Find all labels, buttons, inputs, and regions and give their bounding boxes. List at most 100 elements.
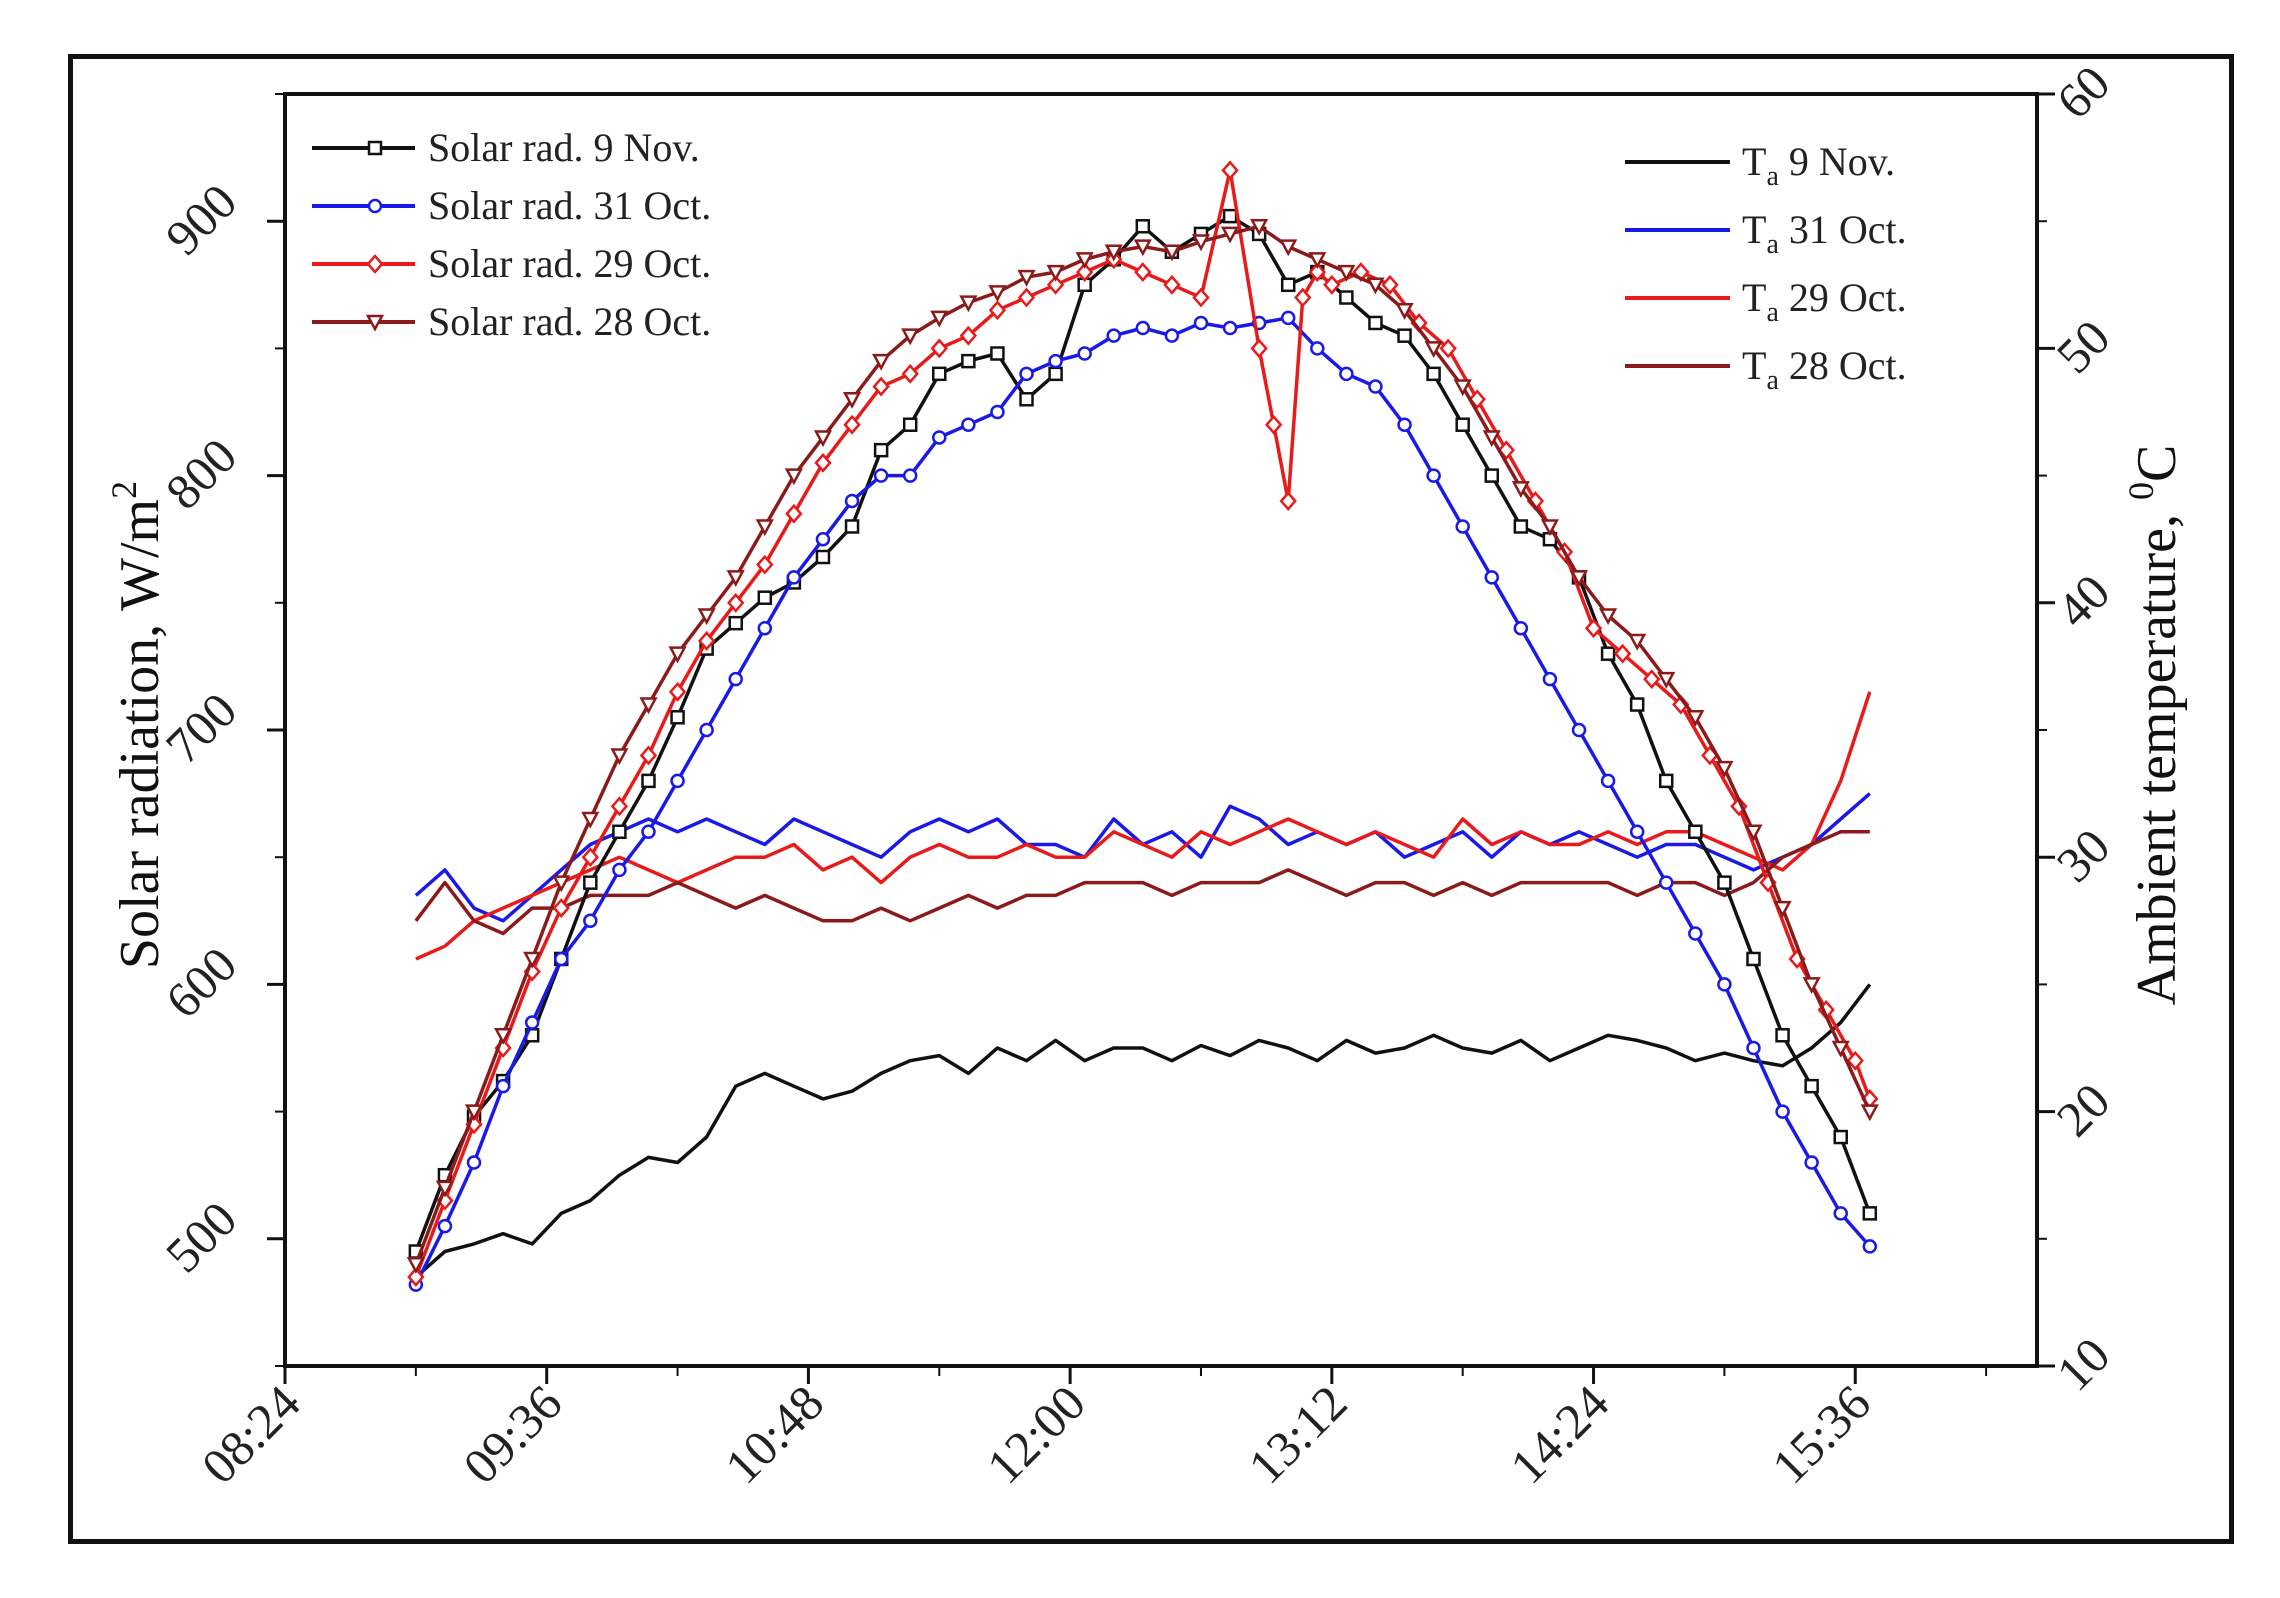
data-point: [843, 414, 861, 435]
data-point: [1162, 244, 1181, 262]
data-point: [1746, 1040, 1761, 1056]
right-axis-title-unit: C: [2126, 445, 2188, 482]
data-point: [1366, 277, 1385, 295]
data-point: [1658, 875, 1674, 890]
data-point: [1077, 346, 1092, 361]
legend-marker: [367, 140, 383, 156]
legend-marker: [367, 198, 383, 214]
data-point: [699, 722, 714, 738]
data-point: [786, 570, 802, 585]
data-point: [641, 773, 656, 789]
data-point: [1135, 320, 1151, 336]
data-point: [1222, 320, 1238, 336]
data-point: [612, 862, 627, 878]
series-line: [414, 316, 1872, 1286]
data-point: [815, 531, 831, 547]
data-point: [581, 811, 600, 829]
data-point: [930, 338, 948, 359]
data-point: [872, 376, 890, 397]
data-point: [1688, 824, 1703, 840]
data-point: [552, 875, 571, 893]
data-point: [1717, 875, 1732, 890]
data-point: [813, 430, 833, 448]
data-point: [1046, 264, 1065, 282]
series-6: [415, 691, 1872, 961]
data-point: [1397, 328, 1412, 343]
data-point: [668, 681, 687, 702]
data-point: [1192, 287, 1210, 308]
data-point: [1191, 234, 1211, 252]
series-2: [407, 160, 1879, 1287]
data-point: [901, 363, 919, 384]
data-point: [1833, 1129, 1848, 1145]
data-point: [1453, 379, 1472, 397]
data-point: [612, 824, 627, 840]
x-tick-label: 12:00: [976, 1374, 1096, 1494]
data-point: [1775, 1104, 1790, 1119]
x-tick-label: 10:48: [714, 1374, 834, 1494]
data-point: [1133, 239, 1152, 257]
data-point: [728, 671, 743, 687]
data-point: [1600, 773, 1616, 789]
data-point: [990, 346, 1005, 361]
data-point: [1439, 338, 1457, 359]
data-point: [1833, 1206, 1848, 1221]
data-point: [1250, 338, 1268, 359]
data-point: [1613, 643, 1632, 664]
data-point: [1484, 570, 1500, 585]
legend-marker: [366, 254, 384, 274]
data-point: [1265, 414, 1283, 435]
data-point: [697, 608, 716, 626]
data-point: [1337, 264, 1356, 282]
data-point: [1134, 262, 1152, 282]
series-line: [414, 983, 1872, 1279]
data-point: [932, 366, 947, 382]
data-point: [553, 951, 569, 967]
data-point: [1280, 310, 1296, 326]
legend-label: Solar rad. 9 Nov.: [428, 125, 700, 170]
data-point: [755, 519, 774, 537]
y-right-tick-label: 20: [2046, 1072, 2121, 1147]
data-point: [1308, 252, 1327, 269]
y-right-tick-label: 30: [2046, 818, 2121, 893]
data-point: [610, 796, 629, 817]
axis-ticks: [267, 92, 2055, 1384]
data-point: [1484, 468, 1500, 483]
data-point: [464, 1104, 484, 1122]
data-point: [466, 1155, 482, 1170]
data-point: [1163, 274, 1181, 295]
data-point: [988, 300, 1007, 321]
data-point: [1279, 239, 1298, 257]
data-point: [1339, 290, 1354, 305]
data-point: [901, 328, 920, 346]
data-point: [1628, 633, 1647, 651]
data-point: [961, 417, 976, 432]
series-1: [408, 310, 1878, 1292]
data-point: [1310, 341, 1325, 356]
data-point: [1513, 620, 1529, 636]
data-point: [581, 847, 599, 868]
data-point: [670, 710, 685, 725]
data-point: [1802, 977, 1821, 995]
legend-label: Ta 31 Oct.: [1742, 207, 1907, 260]
right-axis-title-sup: 0: [2121, 482, 2161, 500]
data-point: [1746, 951, 1761, 967]
data-point: [988, 285, 1007, 303]
data-point: [959, 295, 978, 313]
x-tick-label: 08:24: [191, 1374, 311, 1494]
data-point: [1279, 491, 1297, 511]
data-point: [1017, 269, 1036, 287]
data-point: [639, 745, 658, 766]
data-point: [1339, 366, 1354, 382]
left-axis-title: Solar radiation, W/m2: [104, 481, 171, 969]
legend-label: Ta 29 Oct.: [1742, 275, 1907, 328]
data-point: [1381, 274, 1399, 295]
data-point: [1019, 392, 1034, 407]
data-point: [959, 325, 978, 346]
data-point: [1106, 328, 1121, 343]
x-tick-label: 14:24: [1499, 1374, 1619, 1494]
legend-label: Ta 28 Oct.: [1742, 343, 1907, 396]
series-4: [414, 983, 1872, 1279]
data-point: [1323, 274, 1341, 295]
data-point: [757, 590, 773, 605]
